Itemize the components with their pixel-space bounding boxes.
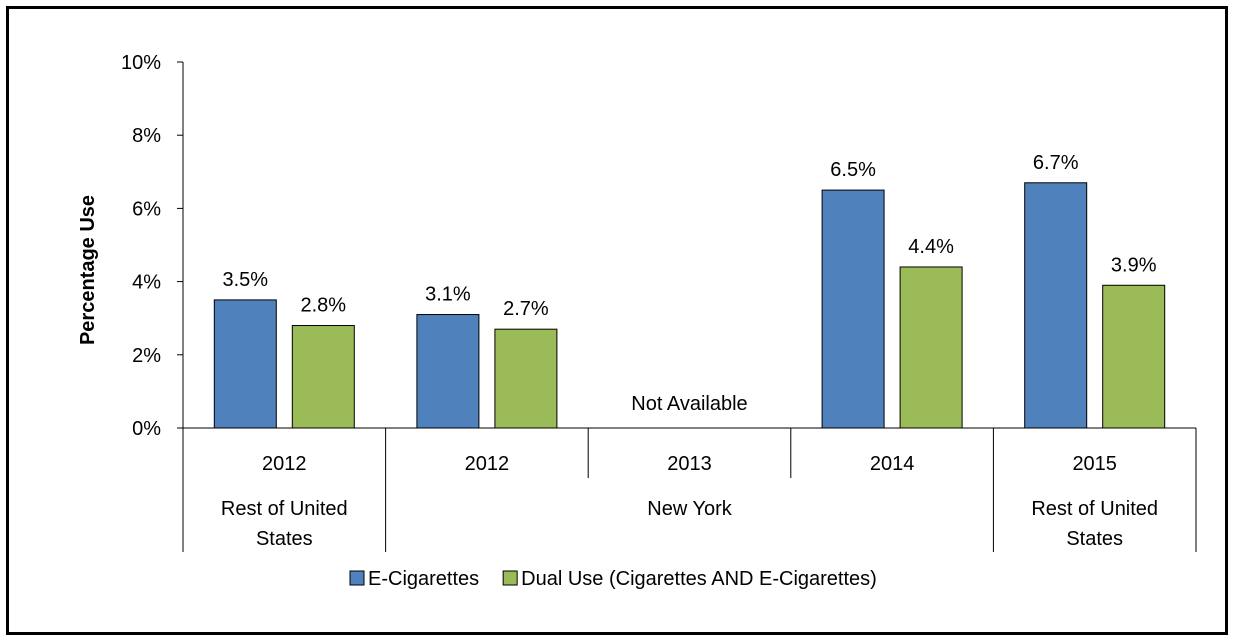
annotation-label: Not Available bbox=[631, 393, 747, 415]
group-label: New York bbox=[647, 498, 732, 520]
y-axis-title: Percentage Use bbox=[77, 195, 99, 345]
group-label: Rest of United States bbox=[221, 498, 348, 550]
data-label: 3.1% bbox=[425, 284, 471, 306]
x-tick-label: 2012 bbox=[465, 453, 510, 475]
x-tick-label: 2013 bbox=[667, 453, 712, 475]
data-label: 6.7% bbox=[1033, 152, 1079, 174]
bar bbox=[416, 314, 480, 429]
bar bbox=[494, 328, 558, 429]
data-label: 6.5% bbox=[830, 159, 876, 181]
legend-label: E-Cigarettes bbox=[368, 568, 479, 590]
data-label: 2.7% bbox=[503, 298, 549, 320]
bar bbox=[1024, 182, 1088, 429]
bar bbox=[821, 189, 885, 429]
data-label: 3.9% bbox=[1111, 254, 1157, 276]
x-tick-label: 2012 bbox=[262, 453, 307, 475]
x-tick-label: 2015 bbox=[1072, 453, 1117, 475]
y-tick-label: 10% bbox=[121, 52, 161, 74]
legend-swatch bbox=[349, 570, 365, 586]
data-label: 2.8% bbox=[301, 295, 347, 317]
bar bbox=[213, 299, 277, 429]
bar bbox=[291, 325, 355, 429]
y-tick-label: 0% bbox=[132, 418, 161, 440]
y-tick-label: 4% bbox=[132, 272, 161, 294]
data-label: 3.5% bbox=[223, 269, 269, 291]
y-tick-label: 8% bbox=[132, 125, 161, 147]
y-tick-label: 2% bbox=[132, 345, 161, 367]
y-tick-label: 6% bbox=[132, 198, 161, 220]
data-label: 4.4% bbox=[908, 236, 954, 258]
bar bbox=[899, 266, 963, 429]
legend-swatch bbox=[502, 570, 518, 586]
group-label: Rest of United States bbox=[1031, 498, 1158, 550]
bar bbox=[1102, 284, 1166, 429]
legend-label: Dual Use (Cigarettes AND E-Cigarettes) bbox=[521, 568, 877, 590]
x-tick-label: 2014 bbox=[870, 453, 915, 475]
